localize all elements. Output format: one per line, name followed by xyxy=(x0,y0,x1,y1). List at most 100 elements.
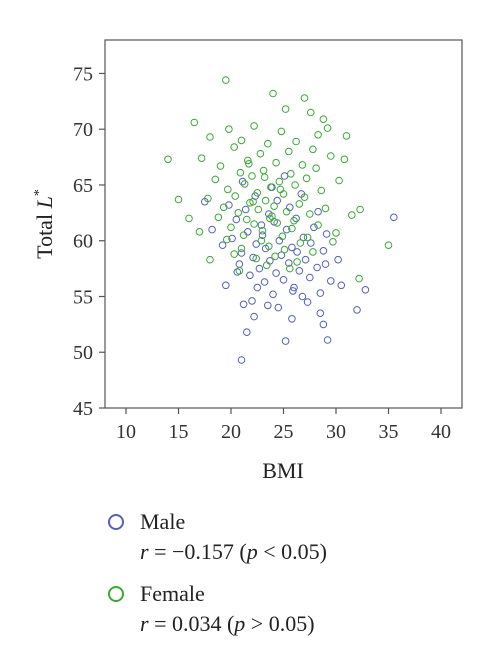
data-point-male xyxy=(288,315,296,323)
data-point-male xyxy=(258,231,267,239)
data-point-female xyxy=(291,181,299,189)
data-point-female xyxy=(303,233,312,242)
legend: Male r = −0.157 (p < 0.05) Female r = 0.… xyxy=(108,508,438,652)
point-layer xyxy=(164,76,398,364)
data-point-male xyxy=(292,214,300,223)
y-tick-label: 50 xyxy=(73,342,93,364)
data-point-female xyxy=(267,183,275,191)
data-point-female xyxy=(314,131,322,139)
data-point-female xyxy=(309,145,317,154)
data-point-male xyxy=(222,281,230,290)
data-point-male xyxy=(299,233,308,242)
data-point-female xyxy=(282,207,291,216)
data-point-male xyxy=(316,289,325,297)
data-point-female xyxy=(185,214,193,223)
data-point-male xyxy=(249,253,257,262)
data-point-female xyxy=(319,115,328,123)
scatter-chart: 10 15 20 25 30 35 40 45 50 55 60 65 70 75 BMI Total L… xyxy=(32,39,463,483)
data-point-female xyxy=(261,196,270,205)
data-point-male xyxy=(361,286,370,294)
data-point-male xyxy=(327,277,335,285)
data-point-female xyxy=(243,215,251,224)
data-point-female xyxy=(224,185,232,194)
legend-stat-male-value: = −0.157 ( xyxy=(148,539,247,564)
data-point-female xyxy=(292,137,300,146)
legend-stat-female: r = 0.034 (p > 0.05) xyxy=(140,610,315,638)
data-point-female xyxy=(252,254,261,263)
data-point-female xyxy=(234,209,243,217)
data-point-female xyxy=(249,197,257,206)
x-tick-label: 40 xyxy=(431,421,451,443)
data-point-male xyxy=(237,249,246,257)
data-point-female xyxy=(211,175,220,184)
data-point-male xyxy=(252,240,261,248)
data-point-female xyxy=(259,166,268,175)
data-point-female xyxy=(254,205,263,214)
data-point-female xyxy=(206,255,214,264)
legend-label-female: Female xyxy=(140,581,205,606)
data-point-male xyxy=(218,241,227,249)
y-tick-label: 55 xyxy=(73,286,93,308)
data-point-female xyxy=(342,132,351,140)
data-point-female xyxy=(295,200,304,208)
data-point-male xyxy=(321,260,330,268)
data-point-female xyxy=(230,250,238,258)
data-point-female xyxy=(332,229,340,237)
data-point-female xyxy=(230,143,238,151)
data-point-female xyxy=(273,219,282,227)
data-point-female xyxy=(275,177,284,186)
data-point-female xyxy=(164,155,172,164)
data-point-male xyxy=(238,177,247,186)
data-point-male xyxy=(269,290,277,299)
data-point-male xyxy=(293,248,301,256)
data-point-male xyxy=(208,225,216,234)
data-point-male xyxy=(353,306,361,314)
data-point-female xyxy=(197,154,206,162)
data-point-female xyxy=(246,199,254,207)
x-tick-label: 25 xyxy=(274,421,294,443)
legend-marker-female xyxy=(108,586,124,602)
data-point-male xyxy=(303,298,312,306)
data-point-male xyxy=(257,221,266,229)
data-point-male xyxy=(289,287,297,295)
data-point-male xyxy=(239,300,248,309)
data-point-male xyxy=(282,225,291,234)
data-point-male xyxy=(301,255,310,264)
data-point-female xyxy=(356,205,364,214)
data-point-female xyxy=(257,236,266,245)
data-point-female xyxy=(190,118,199,127)
data-point-female xyxy=(266,214,274,223)
y-axis-label-var: L xyxy=(32,196,57,209)
data-point-male xyxy=(295,267,304,275)
data-point-female xyxy=(236,168,245,177)
data-point-male xyxy=(244,228,252,236)
data-point-male xyxy=(241,205,250,214)
data-point-female xyxy=(317,186,326,195)
data-point-female xyxy=(286,264,294,273)
y-tick-label: 70 xyxy=(73,119,93,141)
data-point-female xyxy=(214,213,223,222)
data-point-male xyxy=(319,247,328,255)
data-point-male xyxy=(337,281,346,290)
x-axis-label: BMI xyxy=(262,458,304,483)
data-point-female xyxy=(262,261,271,270)
data-point-female xyxy=(237,244,246,253)
data-point-male xyxy=(243,328,251,337)
data-point-female xyxy=(285,147,293,156)
plot-frame xyxy=(104,39,463,409)
data-point-male xyxy=(281,337,290,345)
data-point-male xyxy=(255,264,264,273)
data-point-female xyxy=(223,235,231,244)
data-point-female xyxy=(225,125,233,133)
data-point-female xyxy=(272,158,280,167)
data-point-female xyxy=(250,122,258,130)
data-point-female xyxy=(312,164,320,172)
data-point-female xyxy=(307,108,315,117)
y-tick-label: 75 xyxy=(73,63,93,85)
y-tick-label: 65 xyxy=(73,175,93,197)
data-point-male xyxy=(306,273,314,282)
data-point-female xyxy=(280,245,289,254)
data-point-female xyxy=(253,189,262,197)
data-point-female xyxy=(260,173,269,181)
data-point-female xyxy=(327,152,335,160)
